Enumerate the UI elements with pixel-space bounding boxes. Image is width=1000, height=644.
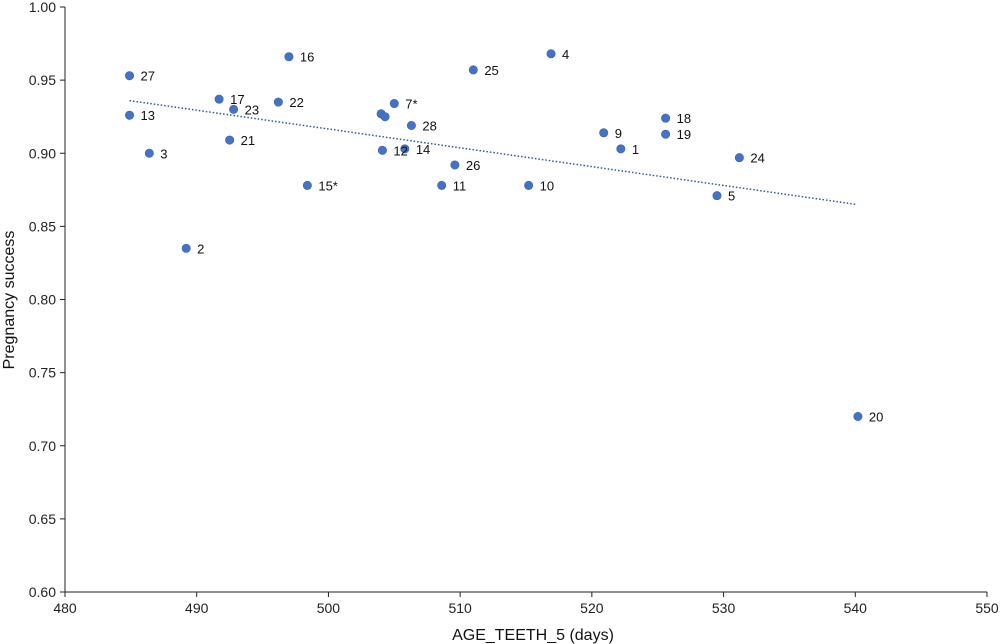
- x-tick-label: 530: [712, 600, 736, 616]
- data-point: [712, 191, 722, 201]
- x-axis-title: AGE_TEETH_5 (days): [452, 627, 614, 644]
- point-label: 25: [484, 63, 498, 78]
- trendline: [129, 99, 857, 206]
- data-point: [181, 243, 191, 253]
- point-label: 5: [728, 189, 735, 204]
- x-tick-label: 520: [580, 600, 604, 616]
- data-point: [734, 153, 744, 163]
- data-point: [229, 104, 239, 114]
- data-points: [125, 49, 863, 421]
- point-label: 20: [869, 410, 883, 425]
- point-label: 13: [141, 108, 155, 123]
- point-label: 26: [466, 158, 480, 173]
- data-point: [144, 148, 154, 158]
- point-label: 7*: [405, 97, 417, 112]
- data-point: [380, 112, 390, 122]
- point-label: 14: [416, 142, 430, 157]
- y-axis-title: Pregnancy success: [1, 231, 18, 370]
- x-tick-label: 510: [448, 600, 472, 616]
- data-point: [853, 411, 863, 421]
- point-label: 23: [245, 102, 259, 117]
- data-point: [599, 128, 609, 138]
- point-label: 15*: [318, 178, 338, 193]
- x-tick-label: 500: [317, 600, 341, 616]
- data-point: [377, 145, 387, 155]
- data-point: [389, 99, 399, 109]
- point-label: 12: [393, 143, 407, 158]
- y-tick-label: 0.65: [29, 511, 56, 527]
- x-tick-label: 550: [975, 600, 999, 616]
- data-point: [400, 144, 410, 154]
- data-point: [406, 120, 416, 130]
- data-point: [661, 113, 671, 123]
- y-tick-label: 0.85: [29, 218, 56, 234]
- x-tick-label: 540: [844, 600, 868, 616]
- point-label: 28: [422, 118, 436, 133]
- point-label: 19: [677, 127, 691, 142]
- point-label: 22: [289, 95, 303, 110]
- point-label: 11: [453, 178, 467, 193]
- data-point: [284, 52, 294, 62]
- data-point: [437, 180, 447, 190]
- y-tick-label: 1.00: [29, 0, 56, 15]
- y-tick-label: 0.70: [29, 438, 56, 454]
- x-tick-label: 480: [53, 600, 77, 616]
- axes: [64, 7, 987, 593]
- y-tick-label: 0.95: [29, 72, 56, 88]
- point-label: 3: [160, 146, 167, 161]
- data-point: [524, 180, 534, 190]
- point-label: 18: [677, 111, 691, 126]
- y-tick-label: 0.75: [29, 365, 56, 381]
- data-point: [661, 129, 671, 139]
- point-label: 24: [750, 151, 764, 166]
- data-point: [450, 160, 460, 170]
- point-label: 10: [540, 178, 554, 193]
- data-point: [125, 71, 135, 81]
- trendline-group: [129, 99, 857, 206]
- y-axis-ticks: 0.60 0.65 0.70 0.75 0.80 0.85 0.90 0.95 1.00: [29, 0, 65, 600]
- point-label: 1: [632, 142, 639, 157]
- data-point: [225, 135, 235, 145]
- y-tick-label: 0.90: [29, 145, 56, 161]
- data-point: [302, 180, 312, 190]
- point-label: 9: [615, 126, 622, 141]
- point-label: 2: [197, 241, 204, 256]
- data-point: [468, 65, 478, 75]
- point-label: 4: [562, 47, 569, 62]
- point-label: 27: [141, 69, 155, 84]
- data-point: [546, 49, 556, 59]
- data-point: [214, 94, 224, 104]
- y-tick-label: 0.80: [29, 292, 56, 308]
- x-tick-label: 490: [185, 600, 209, 616]
- data-point: [125, 110, 135, 120]
- point-label: 17: [230, 92, 244, 107]
- point-label: 16: [300, 50, 314, 65]
- x-axis-ticks: 480 490 500 510 520 530 540 550: [53, 592, 999, 616]
- y-tick-label: 0.60: [29, 584, 56, 600]
- data-point: [616, 144, 626, 154]
- point-label: 21: [241, 133, 255, 148]
- data-point: [273, 97, 283, 107]
